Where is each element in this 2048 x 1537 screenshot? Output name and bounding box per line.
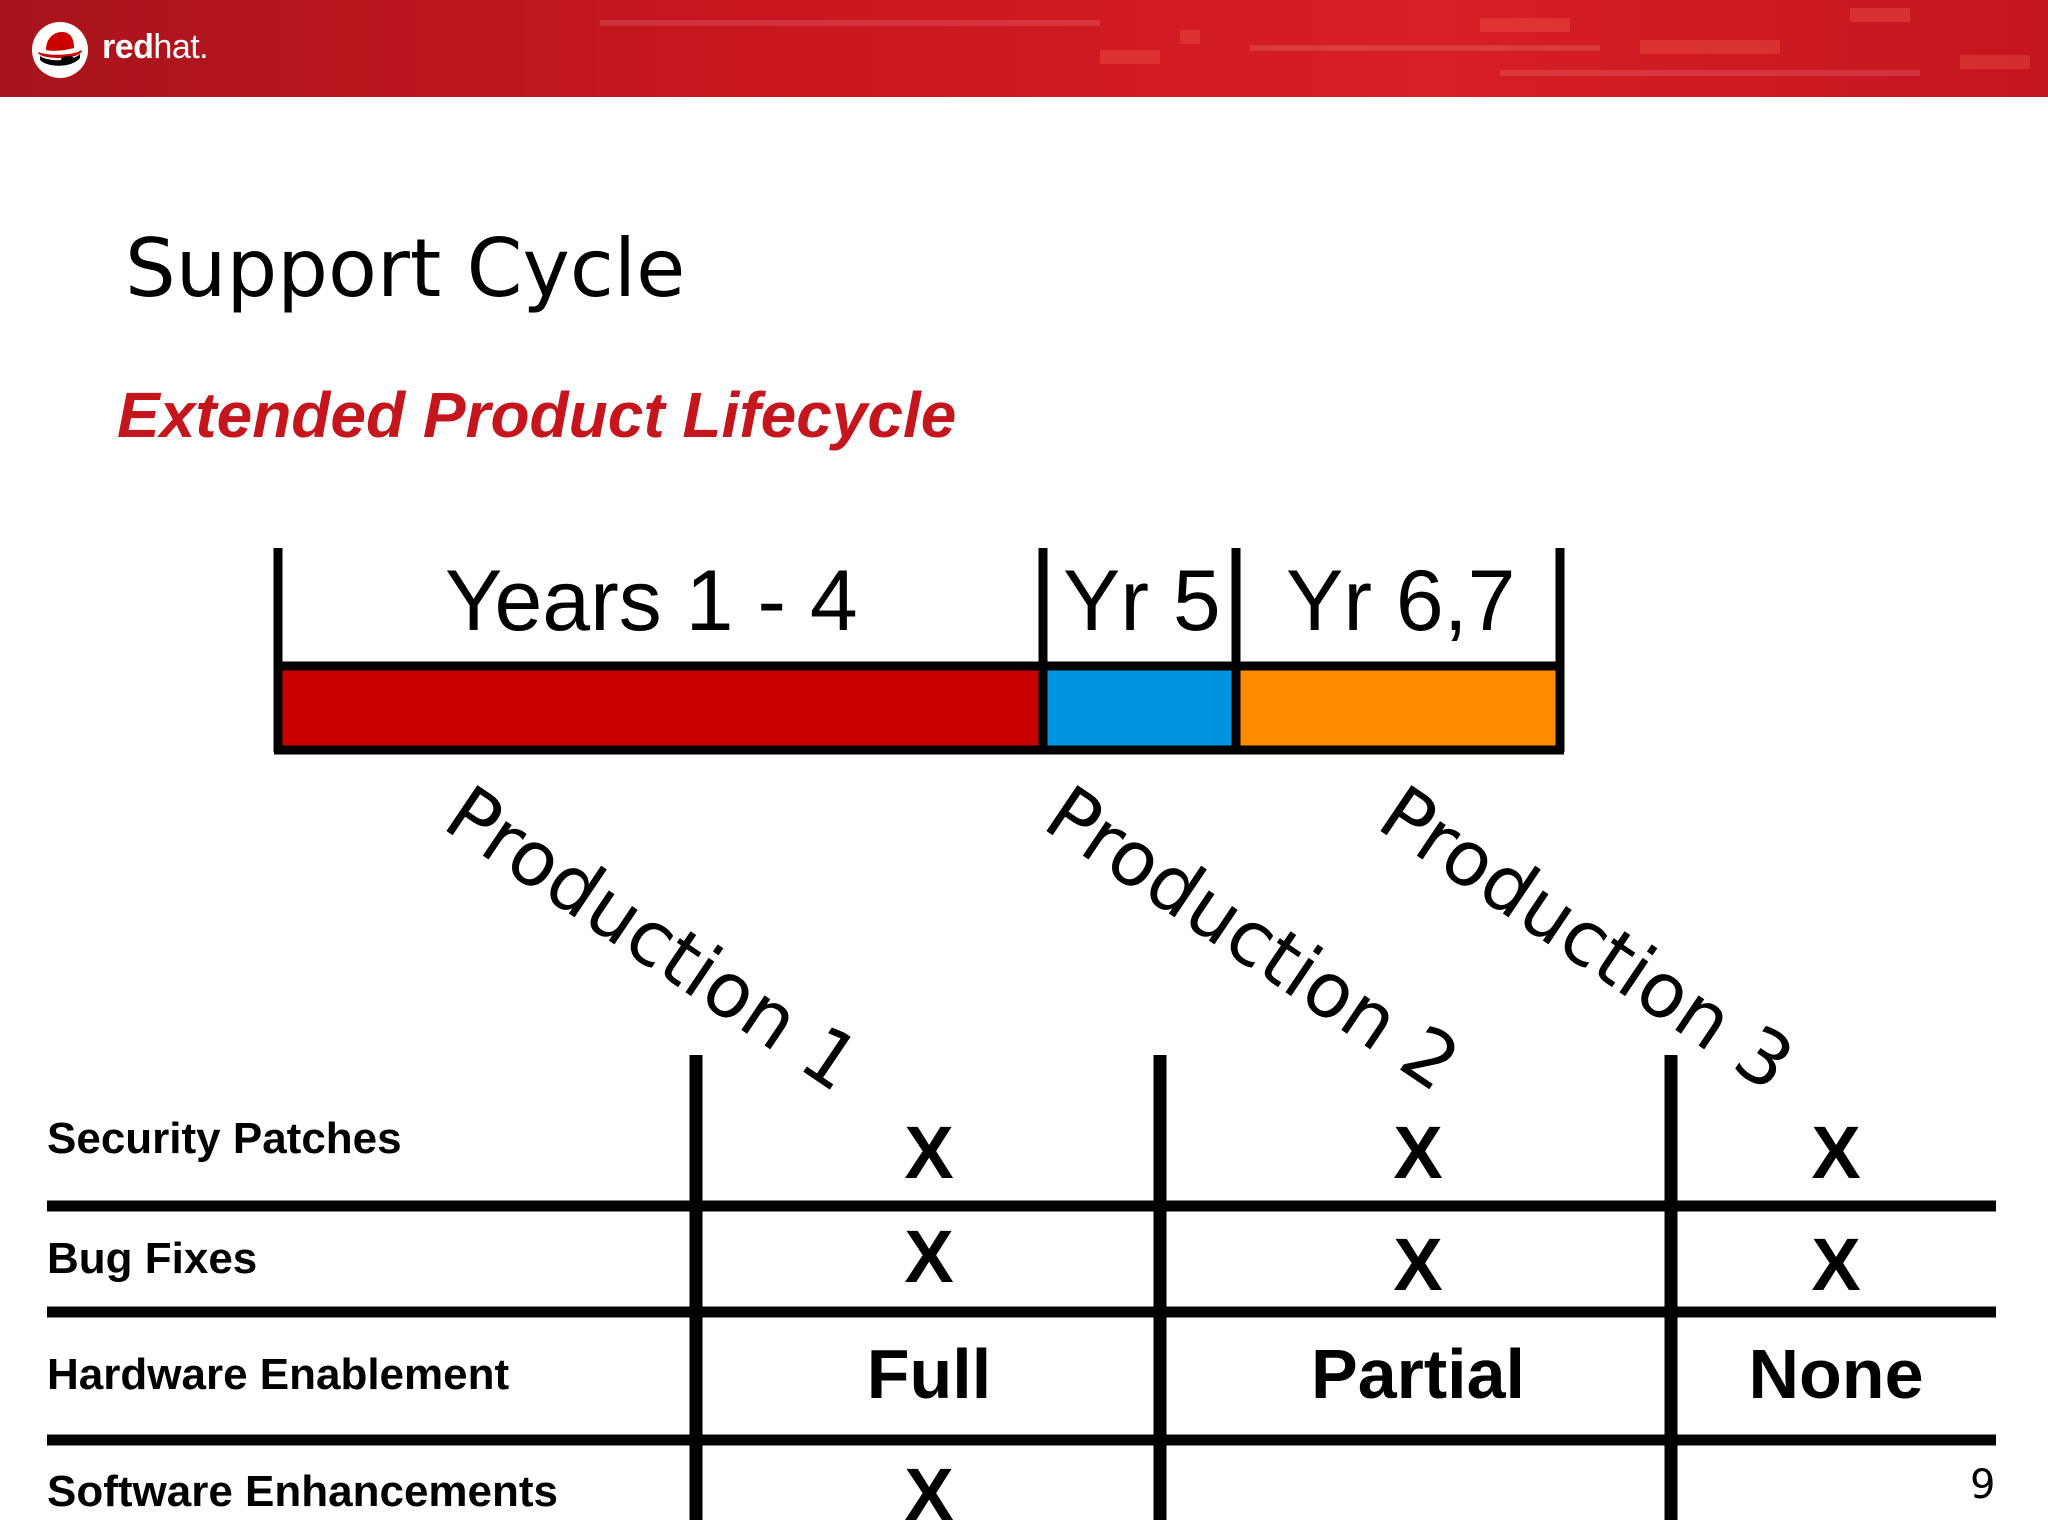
segment-bar-yr-6-7 [1236, 668, 1560, 748]
cell-security-patches-production-1: X [904, 1111, 954, 1194]
redhat-logo [32, 22, 88, 78]
cell-hardware-enablement-production-2: Partial [1311, 1335, 1525, 1413]
cell-bug-fixes-production-1: X [904, 1215, 954, 1298]
row-label-hardware-enablement: Hardware Enablement [47, 1350, 510, 1399]
slide-title: Support Cycle [125, 222, 686, 315]
timeline-label-yr-5: Yr 5 [1063, 553, 1221, 649]
cell-bug-fixes-production-2: X [1393, 1223, 1443, 1306]
cell-bug-fixes-production-3: X [1811, 1223, 1861, 1306]
timeline-label-yr-6-7: Yr 6,7 [1286, 553, 1516, 649]
cell-software-enhancements-production-1: X [904, 1453, 954, 1536]
segment-bar-yr-5 [1043, 668, 1236, 748]
cell-security-patches-production-2: X [1393, 1111, 1443, 1194]
segment-bar-years-1-4 [280, 668, 1043, 748]
support-table-grid [47, 1055, 1996, 1520]
cell-hardware-enablement-production-3: None [1748, 1335, 1924, 1413]
row-label-software-enhancements: Software Enhancements [47, 1467, 559, 1516]
row-label-bug-fixes: Bug Fixes [47, 1234, 258, 1283]
row-label-security-patches: Security Patches [47, 1114, 402, 1163]
timeline-frame [273, 548, 1565, 755]
header-banner: redhat. [0, 0, 2048, 97]
page-number: 9 [1970, 1462, 1996, 1508]
slide-subtitle: Extended Product Lifecycle [117, 379, 957, 451]
redhat-wordmark: redhat. [102, 28, 209, 66]
cell-hardware-enablement-production-1: Full [866, 1335, 992, 1413]
cell-security-patches-production-3: X [1811, 1111, 1861, 1194]
timeline-label-years-1-4: Years 1 - 4 [445, 553, 858, 649]
